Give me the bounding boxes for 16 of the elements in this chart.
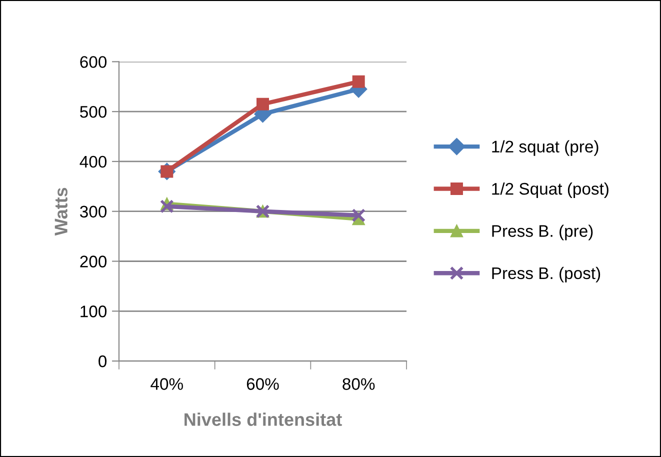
y-tick-label: 500 bbox=[80, 106, 107, 118]
x-tick-label: 40% bbox=[150, 378, 183, 390]
x-tick-label: 80% bbox=[342, 378, 375, 390]
x-axis-title: Nivells d'intensitat bbox=[184, 412, 342, 426]
legend-label: 1/2 Squat (post) bbox=[492, 182, 608, 198]
y-tick-label: 600 bbox=[80, 56, 107, 68]
y-tick-label: 300 bbox=[80, 206, 107, 218]
legend-label: Press B. (pre) bbox=[492, 224, 593, 240]
y-tick-label: 0 bbox=[98, 355, 107, 368]
y-tick-label: 100 bbox=[80, 306, 107, 318]
x-tick-label: 60% bbox=[246, 378, 279, 390]
legend-label: 1/2 squat (pre) bbox=[492, 140, 598, 156]
y-axis-title: Watts bbox=[54, 188, 68, 236]
y-tick-label: 200 bbox=[80, 256, 107, 268]
y-tick-label: 400 bbox=[80, 156, 107, 168]
legend-label: Press B. (post) bbox=[492, 266, 600, 282]
